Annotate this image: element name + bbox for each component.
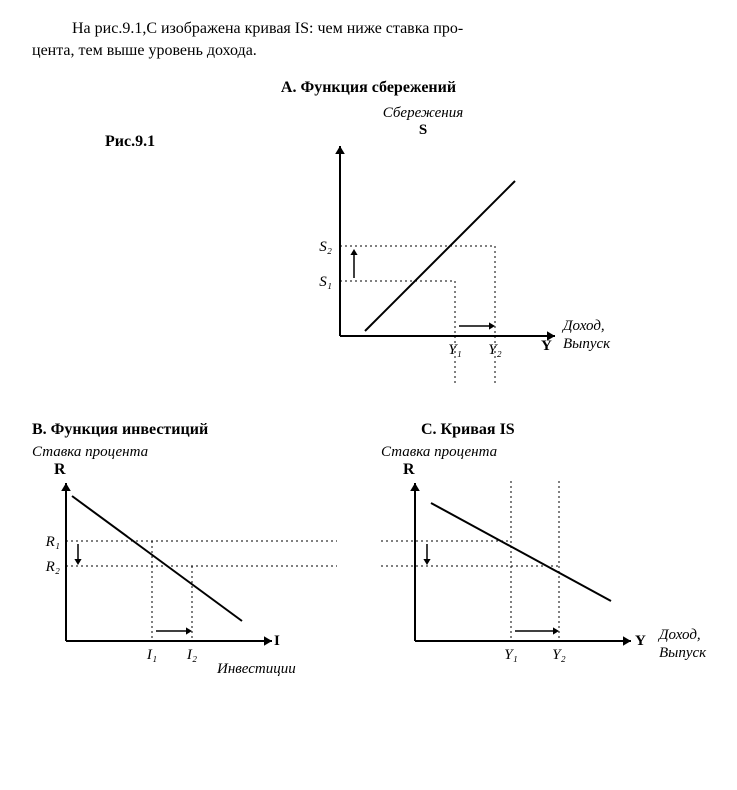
svg-text:S₁: S₁ <box>319 274 332 290</box>
svg-text:Y₁: Y₁ <box>504 647 518 663</box>
panel-c: С. Кривая IS Ставка процента R Y₁ Y₂ Y Дохо… <box>381 415 721 681</box>
panel-c-y-title: Ставка процента R <box>381 443 721 479</box>
intro-paragraph: На рис.9.1,С изображена кривая IS: чем н… <box>32 18 705 61</box>
panel-b: В. Функция инвестиций Ставка процента R … <box>32 415 337 681</box>
svg-text:I₁: I₁ <box>146 647 157 663</box>
panel-a-wrap: А. Функция сбережений Рис.9.1 Сбережения… <box>32 79 705 391</box>
panel-a-title: А. Функция сбережений <box>32 79 705 97</box>
panels-bc-row: В. Функция инвестиций Ставка процента R … <box>32 415 705 681</box>
panel-b-y-title: Ставка процента R <box>32 443 337 479</box>
svg-text:I: I <box>274 633 280 649</box>
panel-c-y-letter: R <box>403 461 415 478</box>
svg-text:Y₁: Y₁ <box>448 342 462 358</box>
intro-line-1: На рис.9.1,С изображена кривая IS: чем н… <box>72 20 463 37</box>
panel-b-svg: R₁ R₂ I₁ I₂ I Инвестиции <box>32 481 337 676</box>
svg-text:Выпуск: Выпуск <box>659 645 707 661</box>
panel-a: Рис.9.1 Сбережения S S₂S₁Y₁Y₂Доход,Выпус… <box>305 105 705 391</box>
panel-a-y-title: Сбережения S <box>333 105 513 139</box>
svg-text:I₂: I₂ <box>186 647 197 663</box>
svg-text:R₁: R₁ <box>45 534 60 550</box>
svg-text:Доход,: Доход, <box>561 318 605 334</box>
svg-text:Y: Y <box>635 633 646 649</box>
svg-text:Инвестиции: Инвестиции <box>216 661 296 676</box>
svg-text:Выпуск: Выпуск <box>563 336 611 352</box>
svg-text:R₂: R₂ <box>45 559 60 575</box>
svg-text:Y₂: Y₂ <box>552 647 566 663</box>
intro-line-2: цента, тем выше уровень дохода. <box>32 42 257 59</box>
panel-b-y-letter: R <box>54 461 66 478</box>
panel-c-title: С. Кривая IS <box>421 421 721 439</box>
figure-label: Рис.9.1 <box>105 133 155 151</box>
panel-c-svg: Y₁ Y₂ Y Доход, Выпуск <box>381 481 721 676</box>
svg-text:S₂: S₂ <box>319 239 332 255</box>
panel-b-y-top: Ставка процента <box>32 444 148 460</box>
panel-b-title: В. Функция инвестиций <box>32 421 337 439</box>
panel-a-y-top: Сбережения <box>383 105 463 121</box>
panel-a-svg: S₂ S₁ Y₁ Y₂ Доход, Выпуск Y <box>305 141 705 386</box>
panel-c-y-top: Ставка процента <box>381 444 497 460</box>
svg-text:Доход,: Доход, <box>657 627 701 643</box>
panel-a-y-letter: S <box>419 122 427 138</box>
svg-text:Y: Y <box>541 338 552 354</box>
svg-text:Y₂: Y₂ <box>488 342 502 358</box>
